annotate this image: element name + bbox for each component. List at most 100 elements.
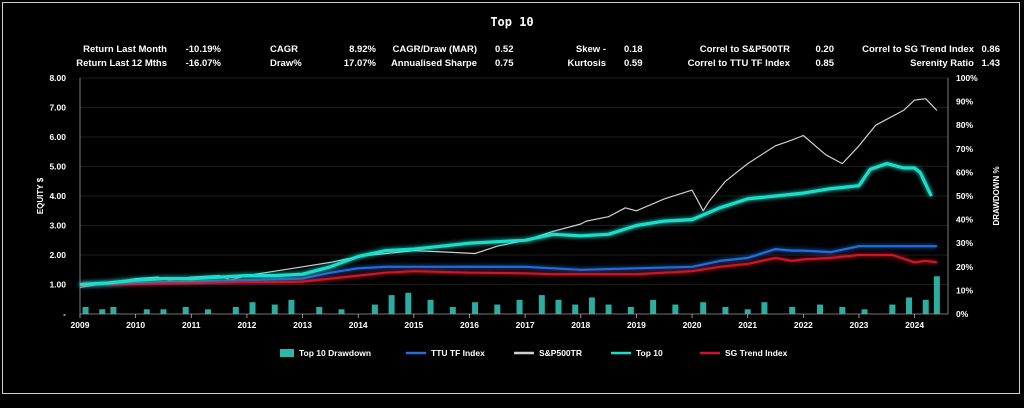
legend-label: S&P500TR — [539, 348, 582, 358]
y2-tick-label: 80% — [956, 120, 973, 130]
x-tick-label: 2022 — [794, 320, 813, 330]
drawdown-bar — [555, 299, 562, 314]
drawdown-bar — [933, 276, 940, 314]
drawdown-bar — [789, 306, 796, 314]
x-tick-label: 2013 — [293, 320, 312, 330]
drawdown-bar — [650, 299, 657, 314]
serenity-value: 1.43 — [981, 58, 1001, 69]
x-tick-label: 2019 — [627, 320, 646, 330]
y2-axis-title: DRAWDOWN % — [992, 166, 1001, 225]
axes: - 1.00 2.00 3.00 4.00 5.00 6.00 7.00 8.00 0% 10% 20… — [49, 73, 978, 330]
drawdown-bar — [388, 295, 395, 314]
y-tick-label: - — [63, 309, 66, 319]
series-line-top-10 — [79, 162, 933, 287]
correl-sg-label: Correl to SG Trend Index — [862, 44, 974, 55]
correl-ttu-label: Correl to TTU TF Index — [687, 58, 790, 69]
drawdown-bar — [232, 306, 239, 314]
sharpe-label: Annualised Sharpe — [390, 58, 477, 69]
x-tick-label: 2009 — [71, 320, 90, 330]
series-lines — [79, 98, 938, 288]
return-last-month-value: -10.19% — [185, 44, 221, 55]
cagr-value: 8.92% — [349, 44, 376, 55]
return-12m-value: -16.07% — [185, 58, 221, 69]
cagr-label: CAGR — [270, 44, 298, 55]
drawdown-bar — [316, 306, 323, 314]
correl-sp-value: 0.20 — [815, 44, 835, 55]
x-tick-label: 2010 — [126, 320, 145, 330]
drawdown-bar — [588, 297, 595, 314]
x-tick-label: 2014 — [349, 320, 368, 330]
drawdown-bar — [371, 304, 378, 314]
serenity-label: Serenity Ratio — [910, 58, 974, 69]
cagr-draw-value: 0.52 — [495, 44, 514, 55]
y-tick-label: 1.00 — [49, 280, 66, 290]
y-axis-title: EQUITY $ — [36, 177, 45, 214]
drawdown-bar — [338, 309, 345, 314]
drawdown-bar — [99, 309, 106, 314]
chart-title: Top 10 — [490, 15, 534, 29]
drawdown-bar — [516, 299, 523, 314]
x-tick-label: 2012 — [237, 320, 256, 330]
drawdown-bar — [160, 309, 167, 314]
drawdown-bar — [605, 304, 612, 314]
y2-tick-label: 10% — [956, 285, 973, 295]
grid — [80, 77, 948, 285]
y2-tick-label: 30% — [956, 238, 973, 248]
drawdown-bar — [744, 309, 751, 314]
series-line-s-p500tr — [79, 98, 938, 288]
drawdown-bar — [249, 302, 256, 314]
drawdown-bar — [817, 304, 824, 314]
x-tick-label: 2024 — [905, 320, 924, 330]
y2-tick-label: 0% — [956, 309, 969, 319]
drawdown-bar — [271, 304, 278, 314]
drawdown-bar — [672, 304, 679, 314]
legend-label: SG Trend Index — [725, 348, 788, 358]
kurtosis-value: 0.59 — [624, 58, 643, 69]
drawdown-bar — [906, 297, 913, 314]
skew-value: 0.18 — [624, 44, 643, 55]
y2-tick-label: 50% — [956, 191, 973, 201]
correl-sg-value: 0.86 — [981, 44, 1001, 55]
drawdown-bar — [761, 302, 768, 314]
drawdown-bar — [82, 306, 89, 314]
y-tick-label: 6.00 — [49, 132, 66, 142]
y-tick-label: 7.00 — [49, 103, 66, 113]
x-tick-label: 2023 — [850, 320, 869, 330]
x-tick-label: 2017 — [516, 320, 535, 330]
drawdown-bar — [627, 306, 634, 314]
legend-swatch — [280, 349, 294, 357]
drawdown-bar — [110, 306, 117, 314]
y-tick-label: 3.00 — [49, 221, 66, 231]
draw-value: 17.07% — [343, 58, 376, 69]
x-tick-label: 2018 — [571, 320, 590, 330]
y2-tick-label: 90% — [956, 97, 973, 107]
x-tick-label: 2020 — [683, 320, 702, 330]
legend-label: TTU TF Index — [431, 348, 485, 358]
draw-label: Draw% — [270, 58, 302, 69]
drawdown-bar — [449, 306, 456, 314]
chart-frame — [2, 2, 1020, 394]
x-tick-label: 2021 — [738, 320, 757, 330]
x-tick-label: 2016 — [460, 320, 479, 330]
return-last-month-label: Return Last Month — [83, 44, 167, 55]
return-12m-label: Return Last 12 Mths — [76, 58, 167, 69]
correl-ttu-value: 0.85 — [815, 58, 835, 69]
drawdown-bar — [288, 299, 295, 314]
y-tick-label: 2.00 — [49, 250, 66, 260]
skew-label: Skew - — [575, 44, 606, 55]
drawdown-bar — [839, 306, 846, 314]
drawdown-bar — [889, 304, 896, 314]
drawdown-bar — [538, 295, 545, 314]
correl-sp-label: Correl to S&P500TR — [699, 44, 790, 55]
drawdown-bar — [494, 304, 501, 314]
drawdown-bar — [861, 309, 868, 314]
legend: Top 10 Drawdown TTU TF Index S&P500TR Top 1… — [280, 348, 788, 358]
drawdown-bar — [700, 302, 707, 314]
y-tick-label: 5.00 — [49, 162, 66, 172]
drawdown-bar — [182, 306, 189, 314]
drawdown-bar — [572, 304, 579, 314]
y-tick-label: 4.00 — [49, 191, 66, 201]
drawdown-bar — [472, 302, 479, 314]
legend-label: Top 10 — [636, 348, 663, 358]
